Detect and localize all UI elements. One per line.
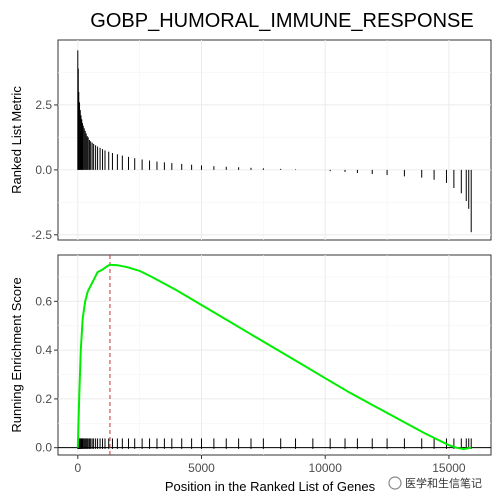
bottom-panel-frame <box>57 254 492 456</box>
watermark-text: 医学和生信笔记 <box>405 476 482 490</box>
top-panel-frame <box>57 39 492 241</box>
top-y-tick-label-0: 2.5 <box>35 98 52 112</box>
bottom-y-tick-label-2: 0.4 <box>35 343 52 357</box>
watermark: 医学和生信笔记 <box>388 476 482 490</box>
x-tick-label-3: 15000 <box>432 461 466 475</box>
enrichment-panel: 0.0 0.2 0.4 0.6 0 5000 10000 15000 Running Enr… <box>9 254 492 494</box>
top-y-axis-label: Ranked List Metric <box>9 86 24 194</box>
top-y-tick-label-2: -2.5 <box>31 228 52 242</box>
enrichment-score-line-0 <box>76 263 472 451</box>
x-axis-label: Position in the Ranked List of Genes <box>165 479 376 494</box>
bottom-y-tick-label-3: 0.6 <box>35 294 52 308</box>
bottom-x-ticks: 0 5000 10000 15000 <box>74 455 466 475</box>
ranked-metric-panel: 2.5 0.0 -2.5 Ranked List Metric <box>9 39 492 242</box>
x-tick-label-1: 5000 <box>188 461 215 475</box>
x-tick-label-2: 10000 <box>309 461 343 475</box>
chart-title: GOBP_HUMORAL_IMMUNE_RESPONSE <box>90 10 473 32</box>
top-gridlines <box>58 40 491 240</box>
wechat-icon <box>388 476 402 490</box>
enrichment-lines <box>58 255 491 455</box>
bottom-y-tick-label-0: 0.0 <box>35 441 52 455</box>
bottom-gridlines <box>58 255 491 455</box>
top-y-tick-label-1: 0.0 <box>35 163 52 177</box>
bottom-y-ticks: 0.0 0.2 0.4 0.6 <box>35 294 58 455</box>
bottom-y-axis-label: Running Enrichment Score <box>9 277 24 432</box>
ranked-metric-bars <box>77 50 472 233</box>
top-y-ticks: 2.5 0.0 -2.5 <box>31 98 58 242</box>
x-tick-label-0: 0 <box>74 461 81 475</box>
bottom-y-tick-label-1: 0.2 <box>35 392 52 406</box>
